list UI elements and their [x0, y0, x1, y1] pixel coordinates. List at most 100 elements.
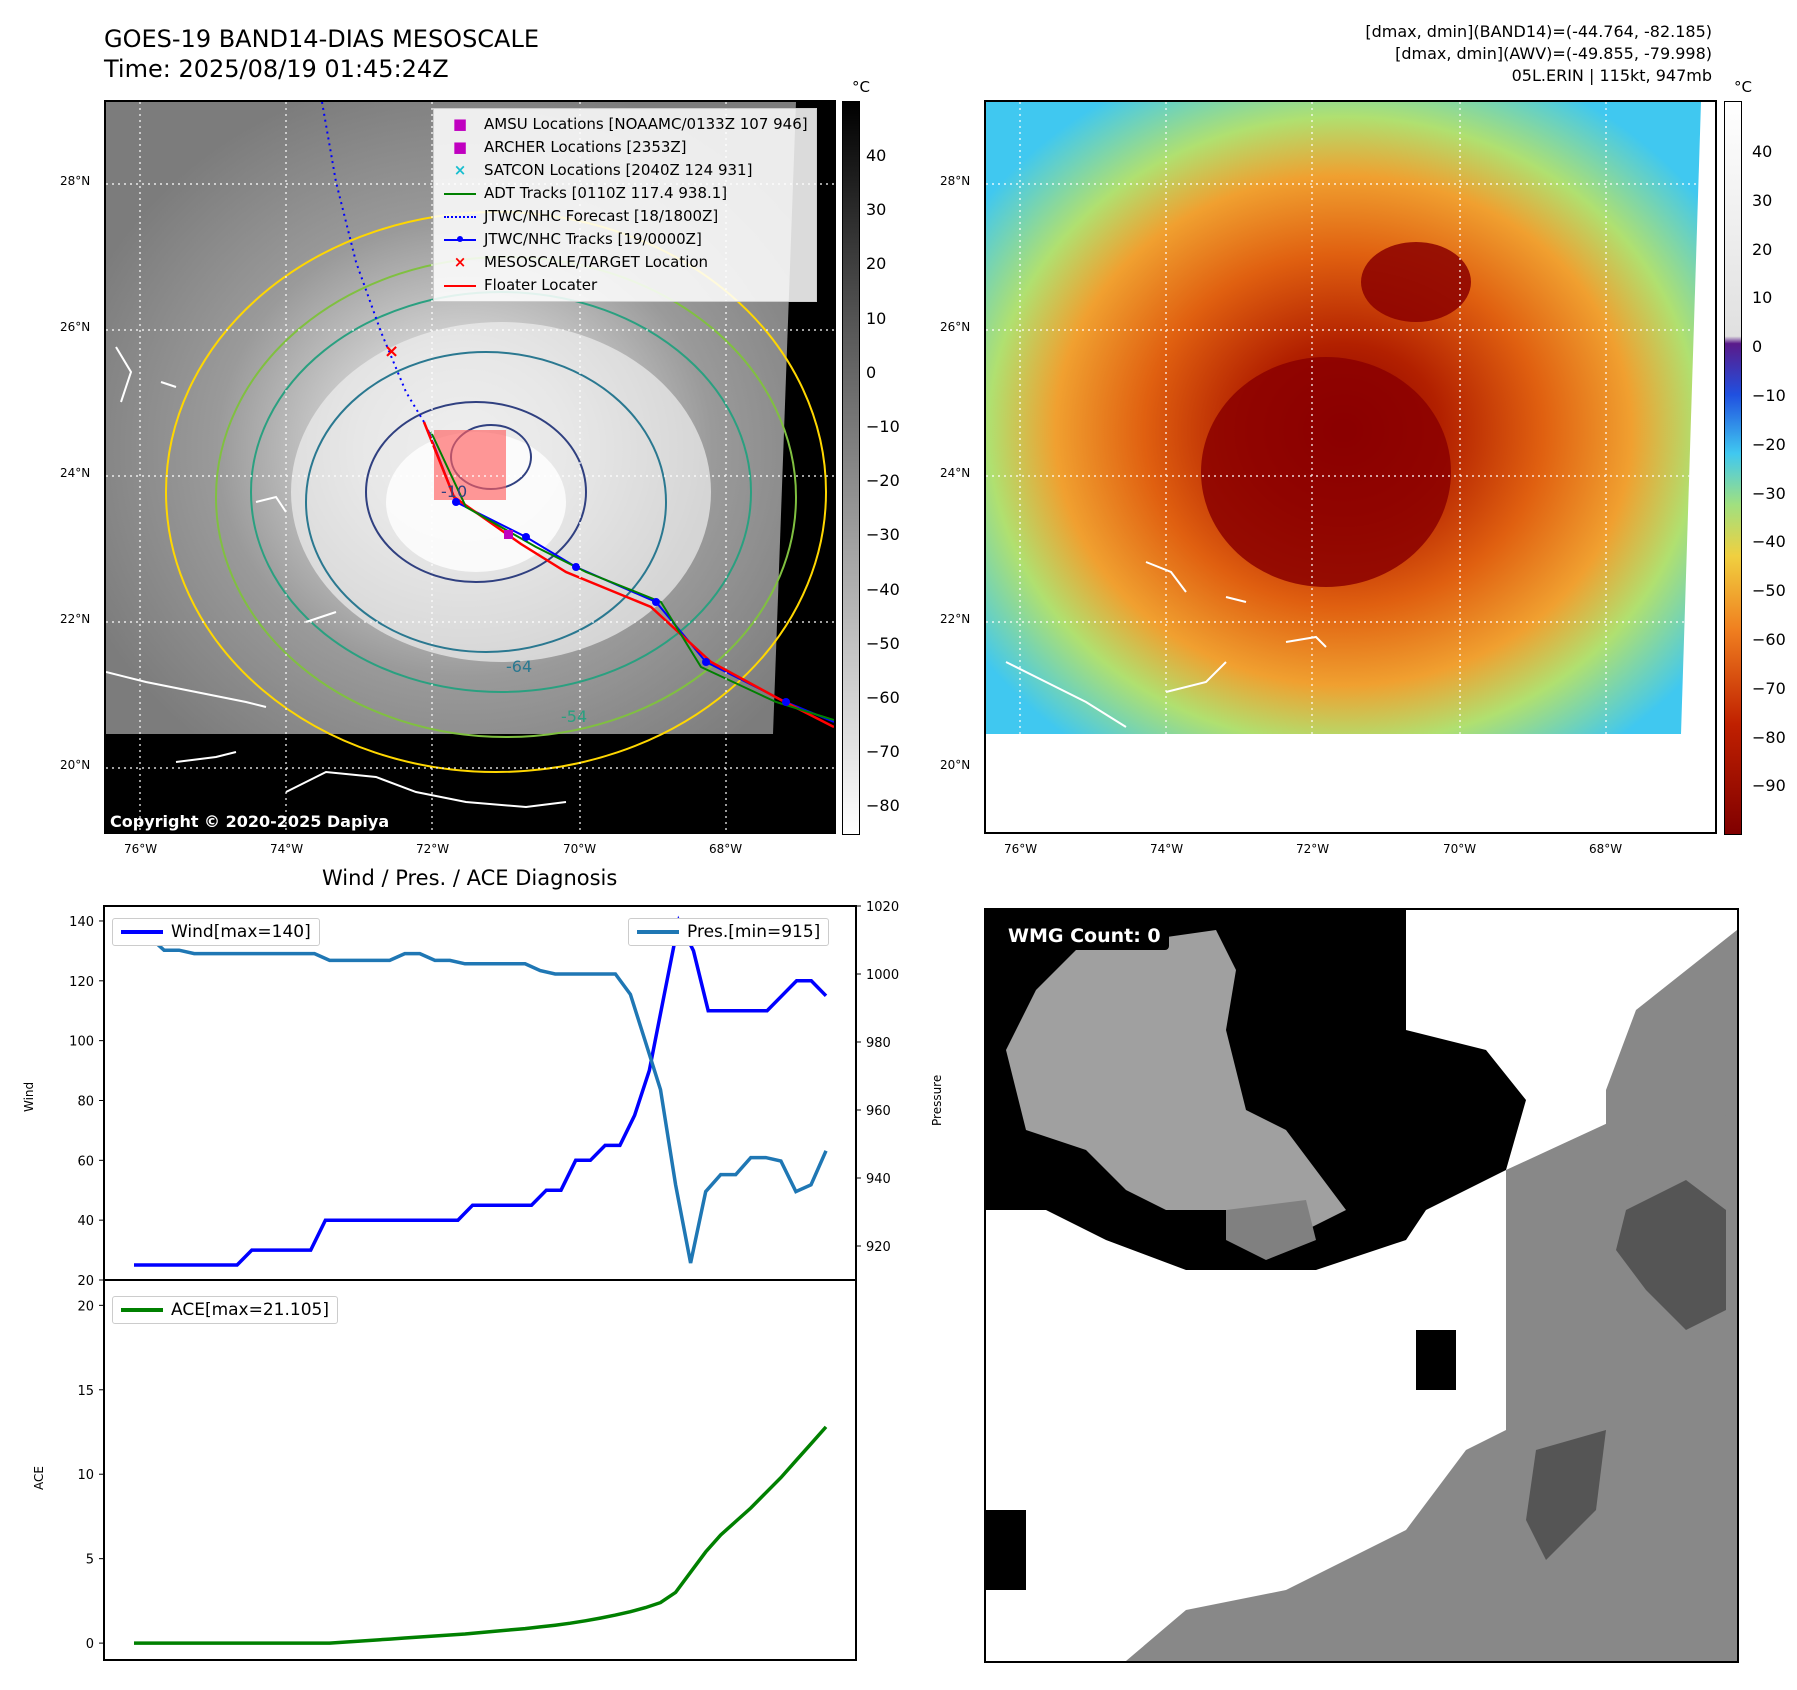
stats-line1: [dmax, dmin](BAND14)=(-44.764, -82.185) [1365, 22, 1712, 41]
lat-label: 22°N [940, 612, 971, 626]
square-marker-icon: ■ [452, 115, 468, 133]
contour-label: -54 [561, 707, 587, 726]
y-right-tick-label: 940 [866, 1172, 891, 1187]
y-tick-label: 40 [77, 1214, 94, 1229]
y-tick-label: 80 [77, 1094, 94, 1109]
colorbar-tick-label: 30 [1752, 190, 1773, 210]
ir-map-panel: × -10 -64 -54 ■ AMSU Locations [NOAAMC/01… [104, 100, 836, 834]
lon-label: 74°W [1150, 842, 1184, 856]
lat-label: 24°N [60, 466, 91, 480]
plot-title-line1: GOES-19 BAND14-DIAS MESOSCALE [104, 25, 540, 53]
colorbar-tick-label: −30 [1752, 483, 1786, 503]
lat-label: 22°N [60, 612, 91, 626]
y-right-tick-label: 1020 [866, 900, 899, 915]
ace-axis-label: ACE [32, 1466, 46, 1490]
colorbar-tick-label: 40 [866, 146, 887, 165]
line-marker-icon [442, 182, 478, 205]
colorbar-tick-label: −70 [866, 742, 900, 762]
series-line [134, 934, 828, 1264]
lat-label: 20°N [60, 758, 91, 772]
y-tick-label: 20 [77, 1274, 94, 1289]
legend-item-target: × MESOSCALE/TARGET Location [442, 251, 808, 274]
lon-label: 76°W [1004, 842, 1038, 856]
colorbar-tick-label: 10 [1752, 288, 1773, 308]
colorbar-tick-label: −20 [1752, 434, 1786, 454]
legend-item-adt: ADT Tracks [0110Z 117.4 938.1] [442, 182, 808, 205]
contour-label: -10 [441, 482, 467, 501]
legend-item-floater: Floater Locater [442, 274, 808, 297]
line-marker-icon [442, 274, 478, 297]
colorbar-tick-label: −40 [1752, 532, 1786, 552]
lat-label: 24°N [940, 466, 971, 480]
storm-summary: 05L.ERIN | 115kt, 947mb [1511, 66, 1712, 85]
colorbar-tick-label: −30 [866, 525, 900, 545]
lat-label: 28°N [940, 174, 971, 188]
plot-title-line2: Time: 2025/08/19 01:45:24Z [104, 55, 449, 83]
colorbar-tick-label: −80 [866, 796, 900, 816]
legend-item-amsu: ■ AMSU Locations [NOAAMC/0133Z 107 946] [442, 113, 808, 136]
colorbar-tick-label: −10 [866, 417, 900, 436]
lat-label: 26°N [60, 320, 91, 334]
y-tick-label: 0 [86, 1637, 94, 1652]
lon-label: 68°W [709, 842, 743, 856]
y-tick-label: 60 [77, 1154, 94, 1169]
x-marker-icon: × [453, 161, 467, 179]
dotted-line-icon [442, 205, 478, 228]
wmg-image [986, 910, 1737, 1661]
colorbar-tick-label: −80 [1752, 727, 1786, 747]
chart-frame [103, 1279, 857, 1661]
colorbar-tick-label: 30 [866, 200, 887, 220]
colorbar-unit: °C [852, 78, 870, 96]
lon-label: 74°W [270, 842, 304, 856]
legend-item-forecast: JTWC/NHC Forecast [18/1800Z] [442, 205, 808, 228]
line-marker-icon [121, 930, 163, 934]
y-right-tick-label: 980 [866, 1036, 891, 1051]
dot-line-icon [442, 228, 478, 251]
colorbar-tick-label: 10 [866, 308, 887, 328]
lat-label: 28°N [60, 174, 91, 188]
colorbar-tick-label: −60 [866, 688, 900, 707]
copyright-text: Copyright © 2020-2025 Dapiya [110, 812, 390, 831]
ace-legend: ACE[max=21.105] [112, 1296, 338, 1324]
gray-colorbar [842, 101, 860, 835]
y-right-tick-label: 960 [866, 1104, 891, 1119]
colorbar-tick-label: −50 [1752, 581, 1786, 601]
line-marker-icon [637, 930, 679, 934]
y-tick-label: 15 [77, 1384, 94, 1399]
colorbar-tick-label: 0 [1752, 337, 1763, 357]
colorbar-tick-label: −50 [866, 633, 900, 653]
lon-label: 76°W [124, 842, 158, 856]
lon-label: 70°W [1443, 842, 1477, 856]
square-marker-icon: ■ [452, 138, 468, 156]
y-right-tick-label: 1000 [866, 968, 899, 983]
awv-map-panel [984, 100, 1717, 834]
colorbar-tick-label: −20 [866, 471, 900, 491]
y-tick-label: 10 [77, 1468, 94, 1483]
wind-legend: Wind[max=140] [112, 918, 320, 946]
wmg-count-label: WMG Count: 0 [1000, 922, 1169, 950]
colorbar-tick-label: −90 [1752, 776, 1786, 796]
legend-item-archer: ■ ARCHER Locations [2353Z] [442, 136, 808, 159]
line-marker-icon [121, 1308, 163, 1312]
colorbar-tick-label: −70 [1752, 678, 1786, 698]
lon-label: 72°W [1296, 842, 1330, 856]
colorbar-tick-label: −10 [1752, 386, 1786, 405]
colorbar-tick-label: −40 [866, 579, 900, 599]
color-colorbar [1724, 101, 1742, 835]
y-tick-label: 20 [77, 1299, 94, 1314]
series-line [134, 915, 828, 1267]
map-legend: ■ AMSU Locations [NOAAMC/0133Z 107 946] ■… [433, 108, 817, 302]
legend-item-tracks: JTWC/NHC Tracks [19/0000Z] [442, 228, 808, 251]
colorbar-tick-label: 0 [866, 362, 877, 382]
y-tick-label: 5 [86, 1553, 94, 1568]
y-tick-label: 140 [69, 915, 94, 930]
lat-label: 20°N [940, 758, 971, 772]
pressure-legend: Pres.[min=915] [628, 918, 830, 946]
lon-label: 72°W [416, 842, 450, 856]
y-right-tick-label: 920 [866, 1240, 891, 1255]
colorbar-tick-label: −60 [1752, 630, 1786, 649]
chart-frame [103, 905, 857, 1281]
lon-label: 70°W [563, 842, 597, 856]
colorbar-tick-label: 20 [866, 254, 887, 274]
